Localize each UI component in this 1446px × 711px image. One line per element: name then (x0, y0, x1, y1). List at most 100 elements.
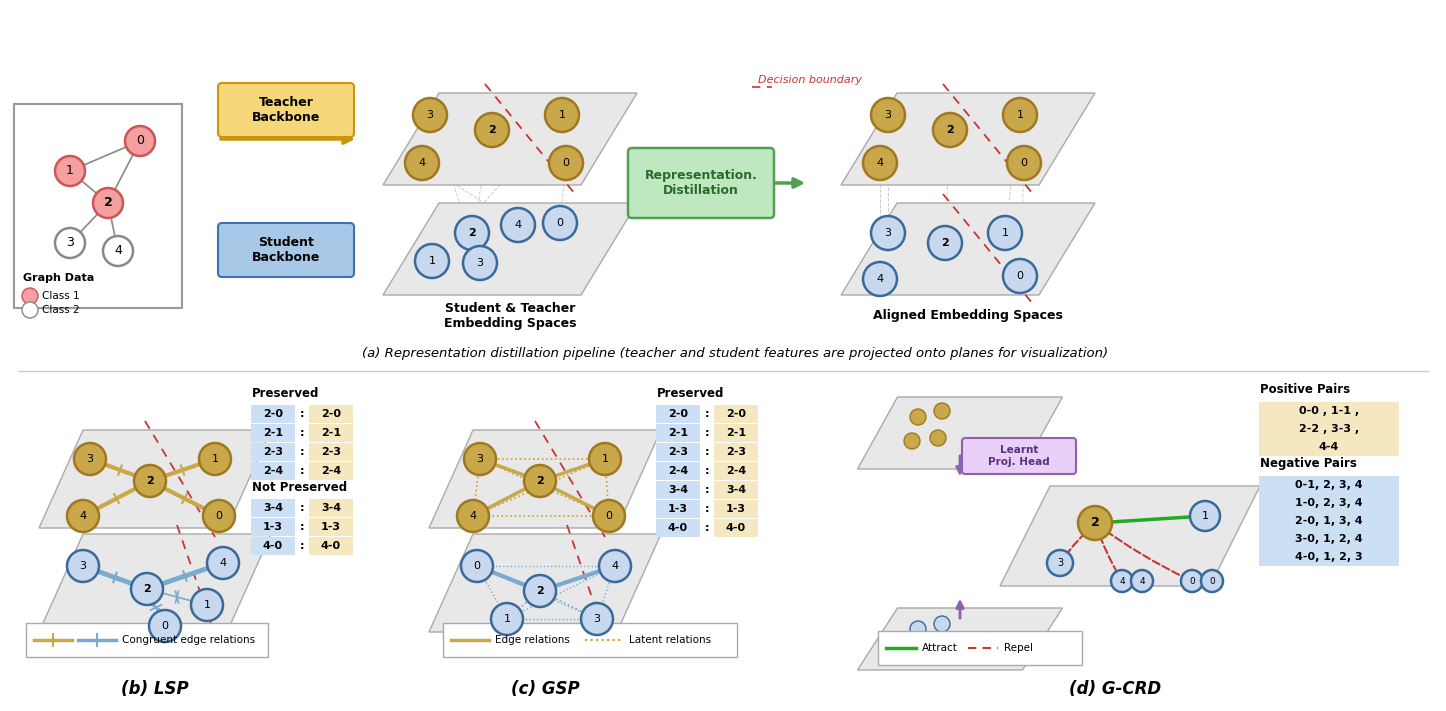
Polygon shape (429, 430, 661, 528)
Text: Latent relations: Latent relations (629, 635, 711, 645)
FancyBboxPatch shape (309, 424, 353, 442)
Circle shape (593, 500, 625, 532)
FancyBboxPatch shape (252, 443, 295, 461)
Circle shape (200, 443, 231, 475)
Circle shape (67, 500, 98, 532)
Circle shape (415, 244, 450, 278)
FancyBboxPatch shape (309, 518, 353, 536)
Text: 3: 3 (427, 110, 434, 120)
Circle shape (1131, 570, 1152, 592)
Text: 3-4: 3-4 (726, 485, 746, 495)
Text: 4: 4 (612, 561, 619, 571)
Polygon shape (429, 534, 661, 632)
Text: 1: 1 (204, 600, 211, 610)
Text: Class 1: Class 1 (42, 291, 80, 301)
Text: 1: 1 (1202, 511, 1209, 521)
FancyBboxPatch shape (252, 462, 295, 480)
Text: 2-4: 2-4 (668, 466, 688, 476)
Circle shape (910, 621, 925, 637)
Text: 2: 2 (104, 196, 113, 210)
Text: 3: 3 (67, 237, 74, 250)
FancyBboxPatch shape (656, 481, 700, 499)
FancyBboxPatch shape (1259, 438, 1398, 456)
Text: :: : (299, 447, 304, 457)
Circle shape (1006, 146, 1041, 180)
Polygon shape (857, 397, 1063, 469)
Text: 1: 1 (558, 110, 565, 120)
Text: 1-3: 1-3 (263, 522, 283, 532)
Circle shape (910, 409, 925, 425)
Text: Congruent edge relations: Congruent edge relations (121, 635, 254, 645)
FancyBboxPatch shape (252, 424, 295, 442)
Circle shape (544, 206, 577, 240)
FancyBboxPatch shape (442, 623, 737, 657)
FancyBboxPatch shape (1259, 420, 1398, 438)
Circle shape (934, 403, 950, 419)
FancyBboxPatch shape (218, 83, 354, 137)
Circle shape (22, 302, 38, 318)
Text: :: : (299, 428, 304, 438)
Text: :: : (704, 466, 709, 476)
Text: 2-4: 2-4 (263, 466, 283, 476)
Text: 3: 3 (87, 454, 94, 464)
FancyBboxPatch shape (628, 148, 774, 218)
Circle shape (549, 146, 583, 180)
Text: Representation.
Distillation: Representation. Distillation (645, 169, 758, 197)
Text: 0: 0 (562, 158, 570, 168)
Text: 0: 0 (1017, 271, 1024, 281)
Text: Student
Backbone: Student Backbone (252, 236, 320, 264)
Text: 0: 0 (162, 621, 169, 631)
Text: 4-0: 4-0 (726, 523, 746, 533)
Text: Teacher
Backbone: Teacher Backbone (252, 96, 320, 124)
Text: 4-4: 4-4 (1319, 442, 1339, 452)
Text: 4: 4 (418, 158, 425, 168)
Circle shape (22, 288, 38, 304)
Text: (d) G-CRD: (d) G-CRD (1069, 680, 1161, 698)
Text: :: : (704, 447, 709, 457)
Text: 4: 4 (876, 274, 884, 284)
Circle shape (523, 465, 557, 497)
FancyBboxPatch shape (656, 443, 700, 461)
Text: :: : (299, 522, 304, 532)
Circle shape (124, 126, 155, 156)
Text: 3-4: 3-4 (668, 485, 688, 495)
Text: 1: 1 (1017, 110, 1024, 120)
Circle shape (149, 610, 181, 642)
Polygon shape (39, 534, 270, 632)
Text: 4-0: 4-0 (668, 523, 688, 533)
Circle shape (933, 113, 967, 147)
Circle shape (103, 236, 133, 266)
Text: Positive Pairs: Positive Pairs (1259, 383, 1351, 396)
Text: 2: 2 (946, 125, 954, 135)
Text: 2-4: 2-4 (321, 466, 341, 476)
Circle shape (55, 228, 85, 258)
Text: (a) Representation distillation pipeline (teacher and student features are proje: (a) Representation distillation pipeline… (362, 346, 1108, 360)
Circle shape (1181, 570, 1203, 592)
Text: 4-0: 4-0 (263, 541, 283, 551)
Text: 3: 3 (80, 561, 87, 571)
Circle shape (207, 547, 239, 579)
Text: 0: 0 (557, 218, 564, 228)
Text: :: : (704, 504, 709, 514)
FancyBboxPatch shape (714, 405, 758, 423)
FancyBboxPatch shape (26, 623, 268, 657)
Text: 2-0, 1, 3, 4: 2-0, 1, 3, 4 (1296, 516, 1362, 526)
Text: 1-3: 1-3 (321, 522, 341, 532)
Polygon shape (383, 93, 638, 185)
Text: Aligned Embedding Spaces: Aligned Embedding Spaces (873, 309, 1063, 323)
FancyBboxPatch shape (309, 499, 353, 517)
Polygon shape (857, 608, 1063, 670)
Polygon shape (383, 203, 638, 295)
FancyBboxPatch shape (714, 462, 758, 480)
Circle shape (1079, 506, 1112, 540)
Circle shape (934, 616, 950, 632)
Text: 2-1: 2-1 (263, 428, 283, 438)
Circle shape (1004, 259, 1037, 293)
Text: 4: 4 (876, 158, 884, 168)
Text: 1-3: 1-3 (726, 504, 746, 514)
Polygon shape (842, 203, 1095, 295)
Circle shape (870, 216, 905, 250)
FancyBboxPatch shape (252, 405, 295, 423)
FancyBboxPatch shape (714, 424, 758, 442)
Text: 2: 2 (146, 476, 153, 486)
